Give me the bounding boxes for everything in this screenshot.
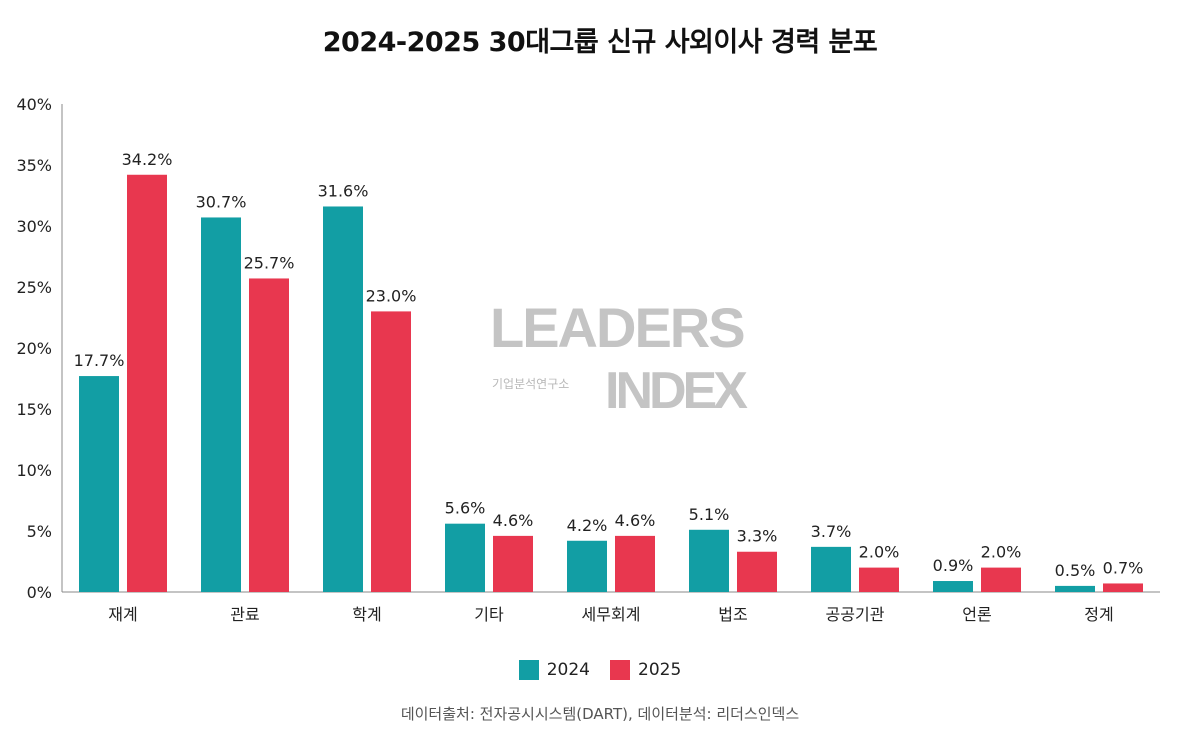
bar-2024 [79, 376, 119, 592]
bar-2025 [737, 551, 777, 592]
data-label-2024: 17.7% [74, 351, 125, 370]
x-tick-label: 법조 [718, 605, 747, 624]
x-tick-label: 관료 [230, 605, 259, 624]
bar-2025 [615, 535, 655, 592]
legend-swatch-2025 [610, 660, 630, 680]
data-label-2024: 5.6% [445, 499, 486, 518]
bar-2024 [1055, 585, 1095, 592]
bar-2024 [689, 529, 729, 592]
data-label-2024: 4.2% [567, 516, 608, 535]
bar-2025 [371, 311, 411, 592]
data-label-2025: 23.0% [366, 286, 417, 305]
y-tick-label: 35% [16, 156, 52, 175]
bar-2025 [1103, 583, 1143, 592]
y-tick-label: 25% [16, 278, 52, 297]
bar-2025 [859, 567, 899, 592]
data-label-2025: 4.6% [615, 511, 656, 530]
legend-swatch-2024 [518, 660, 539, 680]
y-tick-label: 15% [16, 400, 52, 419]
x-tick-label: 공공기관 [826, 605, 885, 624]
x-tick-label: 정계 [1084, 605, 1113, 624]
data-label-2025: 25.7% [244, 253, 295, 272]
data-label-2024: 3.7% [811, 522, 852, 541]
bar-2024 [933, 581, 973, 592]
y-tick-label: 40% [16, 95, 52, 114]
data-label-2025: 2.0% [981, 543, 1022, 562]
data-label-2024: 5.1% [689, 505, 730, 524]
bar-chart: 0% 5% 10% 15% 20% 25% 30% 35% 40% 재계 17.7% 34.2% 관료 3… [16, 95, 1160, 624]
y-tick-label: 30% [16, 217, 52, 236]
chart-title: 2024-2025 30대그룹 신규 사외이사 경력 분포 [322, 27, 878, 58]
bar-2024 [323, 206, 363, 593]
y-tick-label: 0% [27, 583, 52, 602]
legend: 2024 2025 [0, 660, 1200, 680]
bar-2025 [981, 567, 1021, 592]
data-label-2024: 0.5% [1055, 561, 1096, 580]
data-label-2025: 0.7% [1103, 558, 1144, 577]
x-tick-label: 기타 [474, 605, 504, 624]
x-tick-label: 재계 [108, 605, 137, 624]
source-note: 데이터출처: 전자공시시스템(DART), 데이터분석: 리더스인덱스 [400, 705, 800, 723]
bar-2025 [493, 535, 533, 592]
data-label-2025: 34.2% [122, 150, 173, 169]
y-tick-label: 5% [27, 522, 52, 541]
bar-2024 [567, 540, 607, 592]
bar-2024 [811, 546, 851, 592]
y-tick-label: 20% [16, 339, 52, 358]
data-label-2024: 31.6% [318, 181, 369, 200]
data-label-2024: 30.7% [196, 192, 247, 211]
y-tick-label: 10% [16, 461, 52, 480]
legend-item-2024: 2024 [518, 660, 590, 680]
x-tick-label: 언론 [962, 605, 991, 624]
legend-item-2025: 2025 [610, 660, 681, 680]
bar-2024 [201, 217, 241, 592]
bar-2025 [127, 174, 167, 592]
watermark-logo: LEADERS 기업분석연구소 INDEX [490, 296, 748, 420]
x-tick-label: 학계 [352, 605, 381, 624]
data-label-2025: 2.0% [859, 543, 900, 562]
bar-2025 [249, 278, 289, 592]
data-label-2024: 0.9% [933, 556, 974, 575]
data-label-2025: 3.3% [737, 527, 778, 546]
x-tick-label: 세무회계 [582, 605, 641, 624]
bar-2024 [445, 523, 485, 592]
data-label-2025: 4.6% [493, 511, 534, 530]
